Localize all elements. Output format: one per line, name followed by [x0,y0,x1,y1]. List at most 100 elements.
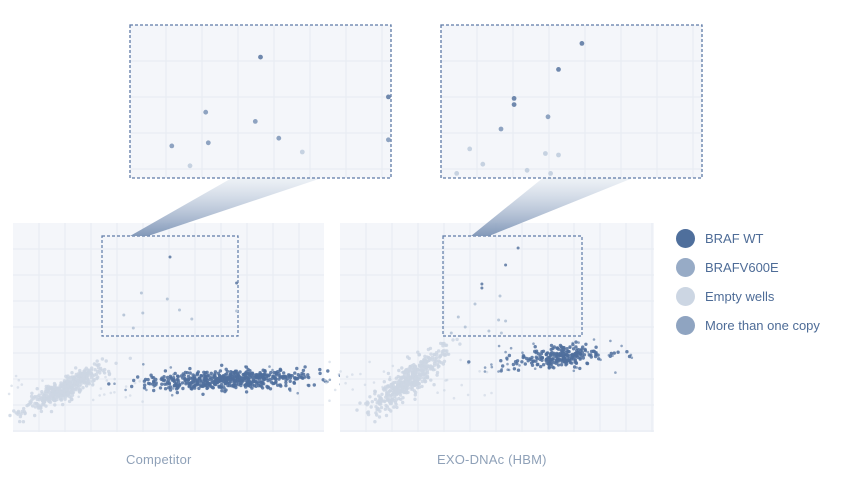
data-point [78,368,82,373]
data-point [91,379,95,384]
zoom-region-point [165,297,169,301]
zoom-region-point [498,294,502,298]
data-point [220,389,224,393]
data-point [66,384,70,389]
data-point [70,387,75,392]
data-point [552,345,556,349]
zoom-inset-point [556,67,561,72]
data-point [312,383,316,387]
data-point [229,380,233,384]
legend-swatch-empty-wells [676,287,695,306]
data-point [402,375,406,379]
data-point [397,368,401,373]
data-point [8,413,12,418]
data-point [109,391,113,395]
data-point [394,396,397,400]
data-point [584,342,588,346]
data-point [400,366,404,370]
data-point [446,352,451,356]
data-point [99,387,103,390]
data-point [130,384,134,389]
data-point [417,353,421,357]
legend-swatch-braf-wt [676,229,695,248]
data-point [397,396,401,401]
data-point [48,400,53,404]
data-point [420,384,424,389]
data-point [292,376,297,380]
data-point [181,376,185,380]
data-point [30,398,34,402]
data-point [485,370,489,374]
data-point [199,384,203,388]
data-point [55,395,60,399]
data-point [133,381,137,385]
data-point [89,371,94,376]
data-point [152,379,156,383]
data-point [45,393,49,397]
data-point [259,372,262,375]
data-point [277,372,281,376]
data-point [500,367,504,371]
data-point [586,350,590,354]
data-point [625,350,629,354]
data-point [545,351,550,355]
zoom-region-point [456,315,460,319]
data-point [416,368,420,372]
data-point [533,367,537,371]
data-point [260,386,265,390]
data-point [328,360,331,364]
data-point [409,367,413,371]
data-point [142,363,145,366]
data-point [395,405,399,410]
plot-grid [13,223,324,432]
data-point [575,366,578,369]
data-point [300,371,304,376]
data-point [180,381,185,385]
data-point [23,411,27,415]
data-point [444,379,447,382]
data-point [532,342,535,346]
data-point [460,383,464,387]
data-point [413,371,418,375]
data-point [47,388,50,392]
data-point [366,410,371,414]
zoom-inset-point [203,109,209,115]
data-point [459,358,462,362]
data-point [209,371,213,375]
zoom-inset-background [441,25,702,178]
data-point [33,401,37,406]
data-point [205,384,209,388]
zoom-region-point [235,309,239,313]
data-point [467,360,471,364]
data-point [483,366,487,369]
data-point [410,364,414,368]
data-point [434,359,438,363]
data-point [50,393,55,397]
data-point [440,352,445,356]
data-point [278,368,282,372]
data-point [558,343,563,348]
data-point [246,383,250,387]
data-point [358,401,362,405]
data-point [70,393,75,397]
data-point [223,377,227,382]
data-point [411,381,414,385]
data-point [513,360,518,364]
data-point [592,338,596,341]
data-point [591,349,596,353]
data-point [413,364,417,368]
data-point [549,351,553,356]
data-point [325,381,328,385]
data-point [175,390,179,395]
data-point [150,375,154,379]
data-point [205,386,209,391]
data-point [583,347,587,352]
data-point [359,372,362,376]
data-point [72,384,76,388]
data-point [45,397,48,401]
zoom-inset-border [129,24,392,179]
zoom-region-point [473,302,477,306]
data-point [186,377,190,382]
zoom-inset-grid [130,25,391,178]
